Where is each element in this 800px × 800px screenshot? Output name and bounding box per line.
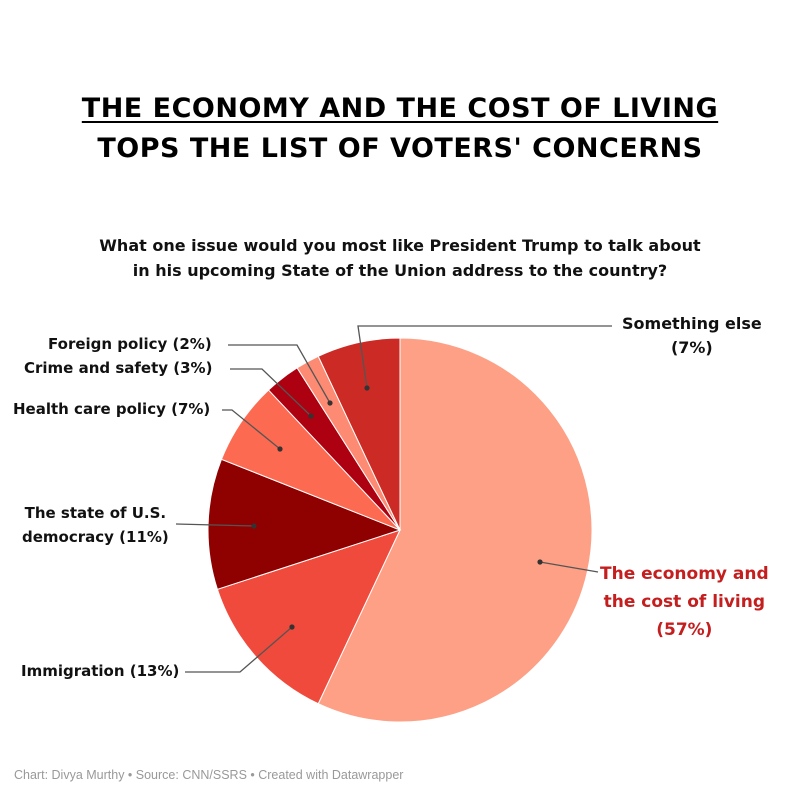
label-democracy-line-2: democracy (11%) (22, 528, 169, 546)
label-crime: Crime and safety (3%) (24, 359, 213, 377)
leader-dot-democracy (251, 523, 257, 529)
label-foreign-policy: Foreign policy (2%) (48, 335, 212, 353)
leader-line-immigration (185, 626, 293, 673)
pie-slice-immigration (216, 529, 401, 705)
pie-slice-the-economy-and-the-cost-of-living (317, 337, 593, 723)
leader-dot-crime (308, 413, 314, 419)
footer-credit: Chart: Divya Murthy • Source: CNN/SSRS •… (14, 768, 404, 782)
label-economy-line-1: The economy and (600, 564, 769, 584)
label-health-care: Health care policy (7%) (13, 400, 211, 418)
leader-dot-health-care (277, 446, 283, 452)
label-economy-line-2: the cost of living (603, 592, 766, 612)
pie-slice-something-else (317, 337, 401, 531)
subtitle: What one issue would you most like Presi… (0, 233, 800, 283)
title-line-1: THE ECONOMY AND THE COST OF LIVING (81, 93, 719, 124)
label-immigration: Immigration (13%) (21, 662, 180, 680)
leader-line-democracy (175, 523, 255, 527)
subtitle-line-2: in his upcoming State of the Union addre… (132, 261, 668, 280)
leader-line-crime (230, 368, 312, 417)
leader-line-something-else (357, 325, 612, 389)
pie-slice-the-state-of-u-s-democracy (207, 458, 402, 590)
label-something-else-line-2: (7%) (670, 338, 713, 357)
leader-dot-immigration (289, 624, 295, 630)
label-economy-line-3: (57%) (656, 620, 713, 640)
leader-line-economy (539, 561, 599, 573)
label-something-else-line-1: Something else (622, 314, 762, 333)
leader-dot-foreign-policy (327, 400, 333, 406)
title-line-2: TOPS THE LIST OF VOTERS' CONCERNS (97, 133, 703, 164)
label-something-else: Something else (7%) (622, 312, 762, 360)
leader-dot-something-else (364, 385, 370, 391)
subtitle-line-1: What one issue would you most like Presi… (99, 236, 701, 255)
label-economy: The economy and the cost of living (57%) (600, 560, 769, 644)
leader-line-foreign-policy (228, 344, 331, 404)
label-democracy-line-1: The state of U.S. (24, 504, 167, 522)
leader-line-health-care (222, 409, 281, 450)
leader-dot-economy (537, 559, 543, 565)
label-democracy: The state of U.S. democracy (11%) (22, 501, 169, 549)
